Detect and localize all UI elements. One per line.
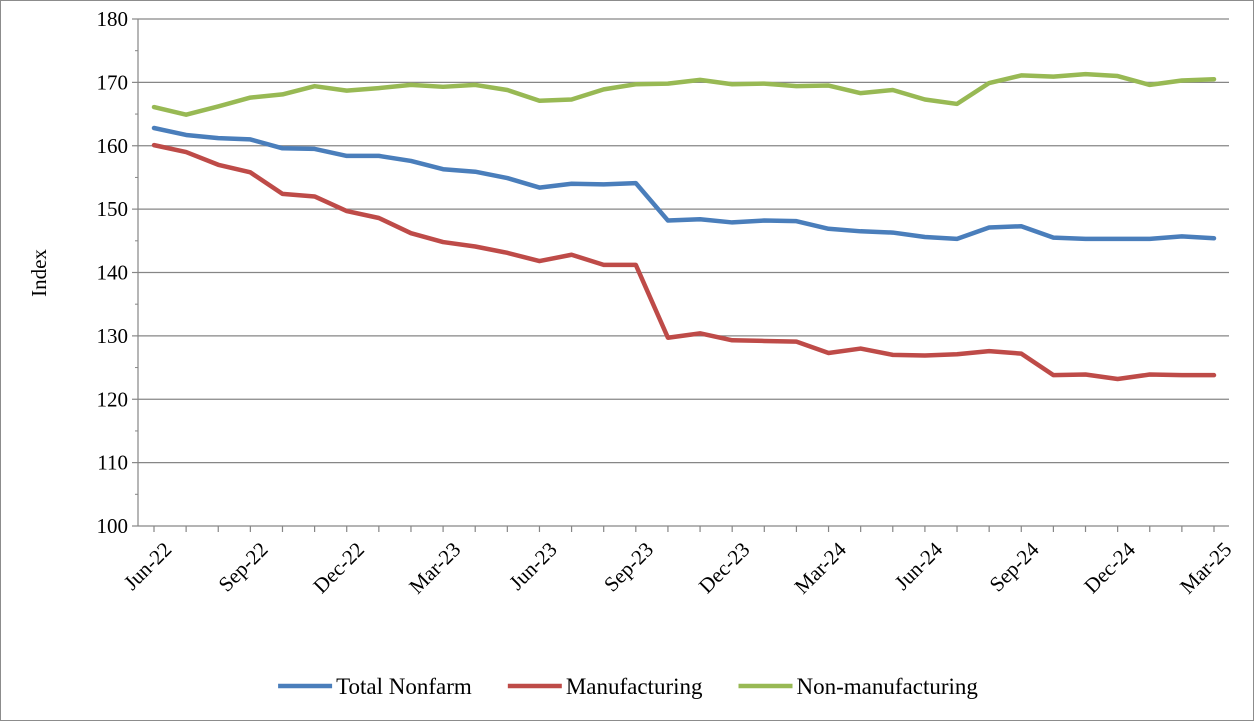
x-tick-label: Jun-23 <box>504 537 561 594</box>
series-line-total-nonfarm <box>151 125 1217 242</box>
y-tick-label: 100 <box>97 514 129 538</box>
x-tick-label: Jun-24 <box>890 537 948 595</box>
x-tick-label: Sep-23 <box>599 537 658 596</box>
x-tick-labels: Jun-22 Sep-22 Dec-22 Mar-23 Jun-23 Sep-23 Dec-… <box>119 537 1236 599</box>
y-tick-label: 120 <box>97 387 129 411</box>
y-tick-labels: 100 110 120 130 140 150 160 170 180 <box>97 7 129 538</box>
y-tick-label: 140 <box>97 261 129 285</box>
legend-item-total-nonfarm: Total Nonfarm <box>278 674 472 699</box>
x-tick-label: Dec-22 <box>308 537 369 598</box>
y-tick-label: 180 <box>97 7 129 31</box>
x-tick-label: Dec-23 <box>694 537 755 598</box>
legend-item-non-manufacturing: Non-manufacturing <box>738 674 979 699</box>
y-tick-label: 130 <box>97 324 129 348</box>
gridlines <box>138 18 1229 464</box>
legend-label: Non-manufacturing <box>797 674 979 699</box>
legend-label: Total Nonfarm <box>336 674 472 699</box>
x-tick-label: Dec-24 <box>1079 537 1140 598</box>
x-tick-label: Sep-24 <box>985 537 1044 596</box>
legend-label: Manufacturing <box>566 674 703 699</box>
legend-item-manufacturing: Manufacturing <box>507 674 703 699</box>
x-tick-label: Jun-22 <box>119 537 176 594</box>
y-tick-label: 170 <box>97 70 129 94</box>
y-tick-label: 160 <box>97 134 129 158</box>
axes <box>132 18 1229 532</box>
x-tick-label: Mar-23 <box>404 537 465 598</box>
y-tick-label: 110 <box>97 451 128 475</box>
legend: Total Nonfarm Manufacturing Non-manufactur… <box>278 674 978 699</box>
x-tick-label: Mar-25 <box>1175 537 1236 598</box>
y-tick-label: 150 <box>97 197 129 221</box>
series-line-manufacturing <box>151 142 1217 382</box>
series-line-non-manufacturing <box>151 71 1217 117</box>
x-tick-label: Sep-22 <box>214 537 273 596</box>
y-axis-title: Index <box>27 249 51 297</box>
series-lines <box>151 71 1217 382</box>
x-tick-label: Mar-24 <box>790 537 852 599</box>
